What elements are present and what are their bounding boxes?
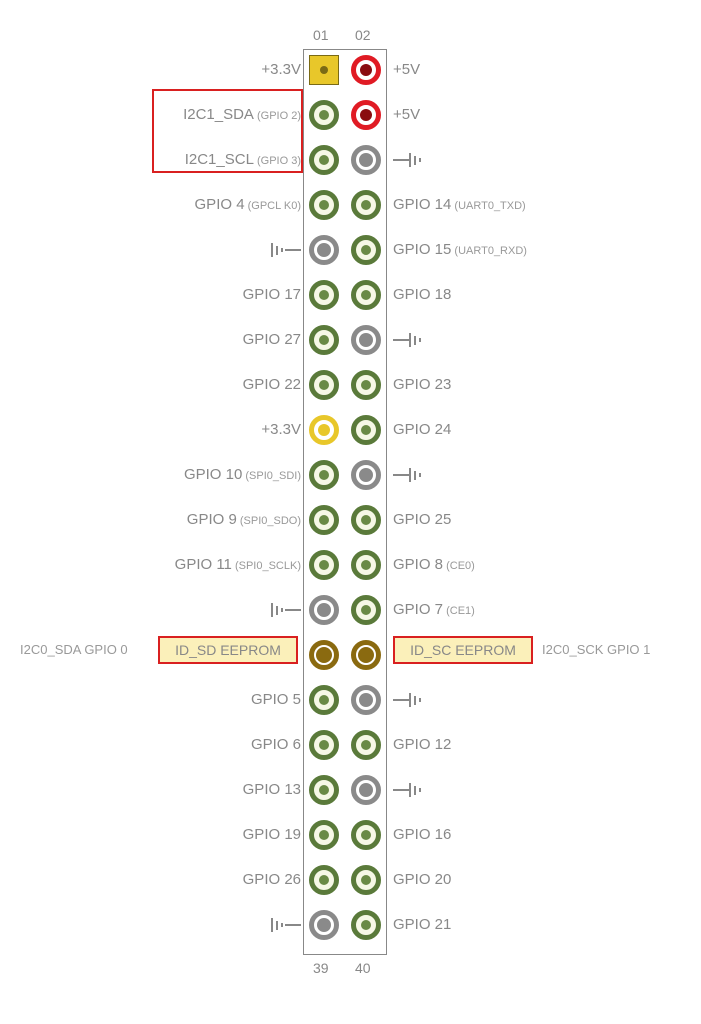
pin <box>351 595 381 625</box>
pin <box>351 280 381 310</box>
pin <box>351 55 381 85</box>
pin-label-left: +3.3V <box>261 421 301 438</box>
header-01: 01 <box>313 27 329 43</box>
pin <box>309 325 339 355</box>
outer-label-right: I2C0_SCK GPIO 1 <box>542 642 650 657</box>
pin <box>309 370 339 400</box>
pin <box>351 550 381 580</box>
ground-icon <box>271 240 301 260</box>
pin <box>309 100 339 130</box>
pin-label-right: GPIO 24 <box>393 421 451 438</box>
ground-icon <box>393 330 425 350</box>
pin-label-right: GPIO 8 (CE0) <box>393 556 475 573</box>
pin-label-left: GPIO 26 <box>243 871 301 888</box>
pin <box>309 865 339 895</box>
ground-icon <box>271 915 301 935</box>
pin <box>351 775 381 805</box>
footer-40: 40 <box>355 960 371 976</box>
outer-label-left: I2C0_SDA GPIO 0 <box>20 642 128 657</box>
pin-label-left: GPIO 19 <box>243 826 301 843</box>
pin <box>309 685 339 715</box>
pin-label-right: GPIO 12 <box>393 736 451 753</box>
pin <box>351 145 381 175</box>
pin <box>309 55 339 85</box>
ground-icon <box>393 465 425 485</box>
pin <box>309 415 339 445</box>
highlight-eeprom-right: ID_SC EEPROM <box>393 636 533 664</box>
pin-label-left: GPIO 27 <box>243 331 301 348</box>
pin <box>351 685 381 715</box>
pin <box>309 820 339 850</box>
pin-frame <box>303 49 387 955</box>
ground-icon <box>393 780 425 800</box>
pin <box>351 100 381 130</box>
pin-label-right: GPIO 15 (UART0_RXD) <box>393 241 527 258</box>
pin-label-right: GPIO 20 <box>393 871 451 888</box>
pin-label-left: GPIO 4 (GPCL K0) <box>195 196 301 213</box>
pin <box>309 910 339 940</box>
ground-icon <box>393 150 425 170</box>
pin-label-left: GPIO 17 <box>243 286 301 303</box>
pin <box>309 640 339 670</box>
pin-label-left: GPIO 10 (SPI0_SDI) <box>184 466 301 483</box>
pin-label-right: GPIO 18 <box>393 286 451 303</box>
pin-label-right: GPIO 25 <box>393 511 451 528</box>
pin-label-right: +5V <box>393 106 420 123</box>
pin-label-right: GPIO 14 (UART0_TXD) <box>393 196 526 213</box>
ground-icon <box>393 690 425 710</box>
pin <box>309 595 339 625</box>
pin-label-right: GPIO 23 <box>393 376 451 393</box>
gpio-pinout-diagram: 01 02 +3.3V+5VI2C1_SDA (GPIO 2)+5VI2C1_S… <box>0 0 701 1024</box>
pin-label-left: GPIO 22 <box>243 376 301 393</box>
pin-label-left: GPIO 6 <box>251 736 301 753</box>
highlight-i2c1 <box>152 89 303 173</box>
pin-label-right: +5V <box>393 61 420 78</box>
pin-label-right: GPIO 16 <box>393 826 451 843</box>
pin <box>309 280 339 310</box>
pin <box>309 235 339 265</box>
pin <box>351 865 381 895</box>
pin <box>351 910 381 940</box>
pin-label-left: GPIO 5 <box>251 691 301 708</box>
pin <box>351 370 381 400</box>
pin-label-left: GPIO 13 <box>243 781 301 798</box>
pin <box>351 505 381 535</box>
pin <box>351 190 381 220</box>
pin-label-left: GPIO 11 (SPI0_SCLK) <box>175 556 301 573</box>
pin <box>351 730 381 760</box>
highlight-eeprom-left: ID_SD EEPROM <box>158 636 298 664</box>
pin <box>309 730 339 760</box>
footer-39: 39 <box>313 960 329 976</box>
pin-label-left: GPIO 9 (SPI0_SDO) <box>187 511 301 528</box>
pin-label-right: GPIO 7 (CE1) <box>393 601 475 618</box>
pin <box>309 460 339 490</box>
pin <box>351 640 381 670</box>
pin <box>351 235 381 265</box>
header-02: 02 <box>355 27 371 43</box>
pin <box>309 190 339 220</box>
pin <box>351 820 381 850</box>
pin <box>351 325 381 355</box>
pin <box>309 505 339 535</box>
pin <box>351 415 381 445</box>
pin <box>309 775 339 805</box>
ground-icon <box>271 600 301 620</box>
pin-label-right: GPIO 21 <box>393 916 451 933</box>
pin <box>309 550 339 580</box>
pin <box>351 460 381 490</box>
pin <box>309 145 339 175</box>
pin-label-left: +3.3V <box>261 61 301 78</box>
